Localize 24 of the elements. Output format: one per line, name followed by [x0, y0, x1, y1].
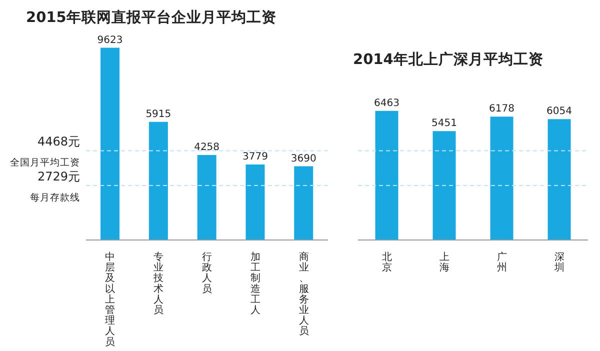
ref-line-label: 4468元 — [37, 134, 80, 149]
data-label: 3690 — [290, 153, 316, 164]
category-label: 中层及以上管理人员 — [105, 252, 116, 348]
data-label: 6463 — [374, 98, 400, 109]
data-label: 5915 — [146, 108, 172, 120]
x-tick-label: 北京 — [382, 251, 392, 274]
data-label: 6178 — [489, 104, 514, 115]
chart-title: 2015年联网直报平台企业月平均工资 — [26, 8, 276, 27]
text: 全国月平均工资 — [10, 156, 80, 169]
text: 每月存款线 — [30, 191, 80, 204]
data-label: 9623 — [97, 34, 123, 46]
x-tick-label: 加工制造工人 — [250, 251, 260, 316]
data-label: 3779 — [242, 152, 268, 163]
data-label: 6054 — [546, 106, 572, 118]
chart-title: 2014年北上广深月平均工资 — [353, 50, 544, 69]
ref-line-label: 2729元 — [37, 169, 80, 184]
x-tick-label: 专业技术人员 — [152, 251, 164, 316]
x-tick-label: 上海 — [439, 251, 450, 274]
x-tick-label: 行政人员 — [202, 252, 212, 295]
x-tick-label: 商业、服务业人员 — [298, 251, 309, 338]
data-label: 5451 — [432, 118, 457, 130]
x-tick-label: 广州 — [496, 251, 507, 274]
x-tick-label: 深圳 — [553, 251, 564, 274]
data-label: 4258 — [194, 142, 220, 153]
